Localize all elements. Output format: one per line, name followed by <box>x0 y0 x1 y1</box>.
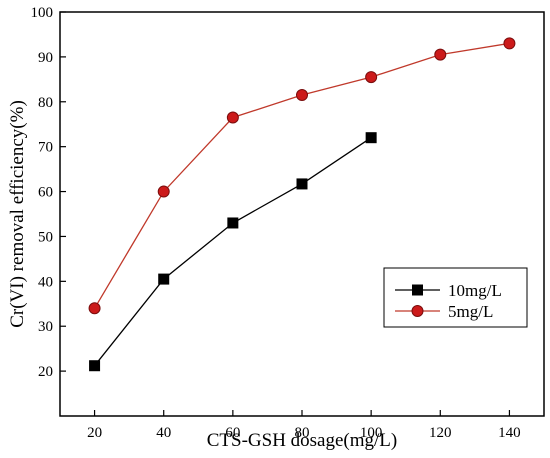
data-point <box>296 89 308 102</box>
y-tick-label: 80 <box>38 95 53 111</box>
y-tick-label: 90 <box>38 50 53 66</box>
x-tick-label: 20 <box>87 425 102 441</box>
x-axis-title: CTS-GSH dosage(mg/L) <box>207 430 398 451</box>
y-tick-label: 70 <box>38 140 53 156</box>
series-1 <box>88 37 516 315</box>
legend-label: 10mg/L <box>448 281 502 300</box>
x-tick-label: 40 <box>156 425 171 441</box>
data-point <box>88 302 101 315</box>
x-tick-label: 120 <box>429 425 452 441</box>
y-tick-label: 60 <box>38 185 53 201</box>
legend-marker <box>412 284 423 296</box>
data-point <box>227 217 239 229</box>
y-tick-label: 20 <box>38 364 53 380</box>
x-tick-label: 100 <box>360 425 383 441</box>
legend-marker <box>411 305 424 317</box>
data-point <box>365 132 377 144</box>
data-point <box>434 48 447 61</box>
legend: 10mg/L 5mg/L <box>383 267 528 328</box>
plot-frame <box>59 11 545 417</box>
series-line <box>94 137 372 367</box>
y-tick-label: 30 <box>38 319 53 335</box>
data-point <box>296 178 308 190</box>
y-axis-title: Cr(VI) removal efficiency(%) <box>7 100 28 328</box>
x-tick-label: 60 <box>225 425 240 441</box>
data-point <box>157 185 170 198</box>
y-tick-label: 100 <box>31 5 54 21</box>
data-point <box>89 360 101 372</box>
data-point <box>158 273 170 285</box>
y-tick-label: 40 <box>38 274 53 290</box>
x-tick-label: 80 <box>295 425 310 441</box>
data-point <box>365 71 378 84</box>
x-axis-ticks: 20 40 60 80 100 120 140 <box>87 410 521 441</box>
data-point <box>226 111 239 124</box>
series-layer <box>88 37 516 372</box>
legend-label: 5mg/L <box>448 302 493 321</box>
data-point <box>503 37 516 50</box>
y-axis-ticks: 20 30 40 50 60 70 80 90 100 <box>31 5 66 380</box>
legend-frame <box>383 267 528 328</box>
series-0 <box>89 132 377 372</box>
x-tick-label: 140 <box>498 425 521 441</box>
y-tick-label: 50 <box>38 229 53 245</box>
